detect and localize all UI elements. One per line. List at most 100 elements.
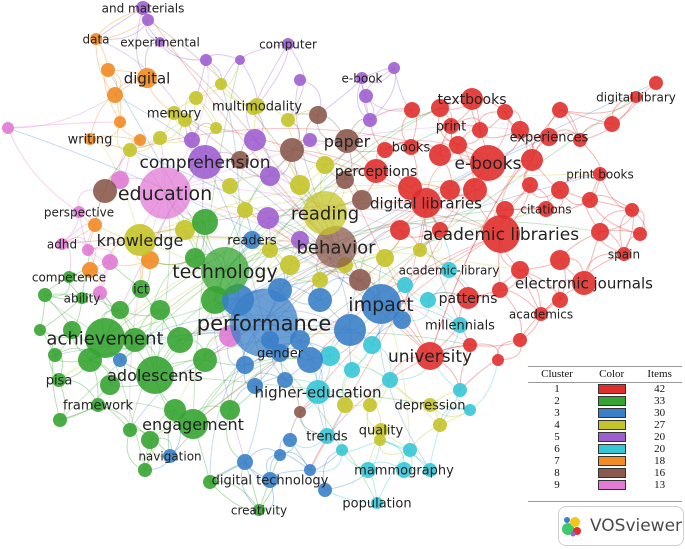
node-depression[interactable] <box>423 398 437 412</box>
term-label[interactable]: ict <box>133 283 149 298</box>
node-e-book[interactable] <box>356 72 368 84</box>
term-label[interactable]: electronic journals <box>515 274 653 292</box>
node-citations[interactable] <box>538 201 554 217</box>
node-multimodality[interactable] <box>249 98 265 114</box>
node-spain[interactable] <box>617 247 631 261</box>
term-label[interactable]: digital library <box>596 90 676 104</box>
term-label[interactable]: university <box>388 347 472 367</box>
term-label[interactable]: adhd <box>47 237 77 251</box>
term-label[interactable]: memory <box>147 107 202 122</box>
term-label[interactable]: millennials <box>425 319 495 334</box>
term-label[interactable]: and materials <box>102 1 185 15</box>
node-quality[interactable] <box>374 423 388 437</box>
node-technology[interactable] <box>201 247 249 295</box>
node-e-books[interactable] <box>470 145 506 181</box>
term-label[interactable]: academic libraries <box>423 225 579 245</box>
node-computer[interactable] <box>282 38 294 50</box>
node-academic-libraries[interactable] <box>482 215 520 253</box>
node-writing[interactable] <box>84 133 96 145</box>
node-ict[interactable] <box>132 280 150 298</box>
term-label[interactable]: academics <box>509 307 573 321</box>
term-label[interactable]: performance <box>197 312 332 336</box>
term-label[interactable]: paper <box>324 132 371 151</box>
node-and-materials[interactable] <box>136 1 150 15</box>
term-label[interactable]: engagement <box>142 415 244 434</box>
node-textbooks[interactable] <box>461 88 483 110</box>
node-creativity[interactable] <box>253 504 265 516</box>
term-label[interactable]: navigation <box>138 449 201 463</box>
node-education[interactable] <box>139 167 191 219</box>
term-label[interactable]: academic-library <box>399 263 500 277</box>
term-label[interactable]: data <box>82 32 109 46</box>
node-digital-technology[interactable] <box>262 472 278 488</box>
term-label[interactable]: depression <box>395 399 466 414</box>
node-trends[interactable] <box>319 428 335 444</box>
node-navigation[interactable] <box>163 449 177 463</box>
term-label[interactable]: quality <box>359 424 404 439</box>
node-adolescents[interactable] <box>136 356 174 394</box>
node-framework[interactable] <box>91 398 105 412</box>
term-label[interactable]: writing <box>68 133 113 148</box>
term-label[interactable]: knowledge <box>97 231 184 250</box>
term-label[interactable]: competence <box>32 270 106 284</box>
node-adhd[interactable] <box>56 238 68 250</box>
term-label[interactable]: perspective <box>44 205 114 219</box>
term-label[interactable]: creativity <box>231 503 287 517</box>
node-experiences[interactable] <box>540 128 558 146</box>
node-readers[interactable] <box>243 231 261 249</box>
term-label[interactable]: behavior <box>296 237 376 258</box>
term-label[interactable]: comprehension <box>140 153 271 173</box>
term-label[interactable]: textbooks <box>437 92 506 108</box>
node-academic-library[interactable] <box>441 262 457 278</box>
node-memory[interactable] <box>167 106 181 120</box>
term-label[interactable]: e-book <box>342 71 383 85</box>
node-books[interactable] <box>403 139 419 155</box>
node-achievement[interactable] <box>85 318 125 358</box>
node-ability[interactable] <box>76 292 88 304</box>
term-label[interactable]: mammography <box>354 464 454 479</box>
node-reading[interactable] <box>303 191 347 235</box>
term-label[interactable]: experimental <box>120 35 200 49</box>
term-label[interactable]: citations <box>520 202 571 216</box>
node-perspective[interactable] <box>73 206 85 218</box>
term-label[interactable]: multimodality <box>212 100 302 115</box>
node-behavior[interactable] <box>315 226 357 268</box>
node-impact[interactable] <box>361 284 401 324</box>
term-label[interactable]: achievement <box>46 328 163 349</box>
term-label[interactable]: print books <box>566 167 634 181</box>
node-higher-education[interactable] <box>306 380 330 404</box>
term-label[interactable]: digital <box>124 69 171 87</box>
node-print[interactable] <box>443 118 459 134</box>
node-academics[interactable] <box>534 307 548 321</box>
term-label[interactable]: technology <box>172 261 278 283</box>
term-label[interactable]: digital technology <box>212 474 329 489</box>
term-label[interactable]: pisa <box>46 374 73 389</box>
term-label[interactable]: impact <box>348 294 413 316</box>
term-label[interactable]: patterns <box>439 291 498 307</box>
node-knowledge[interactable] <box>124 224 156 256</box>
term-label[interactable]: spain <box>608 247 640 261</box>
node-digital[interactable] <box>137 68 157 88</box>
term-label[interactable]: experiences <box>510 131 589 146</box>
node-performance[interactable] <box>230 289 298 357</box>
node-millennials[interactable] <box>452 317 468 333</box>
node-print-books[interactable] <box>593 167 607 181</box>
term-label[interactable]: computer <box>259 37 317 51</box>
node-mammography[interactable] <box>396 462 412 478</box>
node-engagement[interactable] <box>178 409 208 439</box>
node-competence[interactable] <box>63 271 75 283</box>
term-label[interactable]: trends <box>306 430 348 445</box>
term-label[interactable]: reading <box>291 203 359 224</box>
node-population[interactable] <box>371 497 383 509</box>
term-label[interactable]: adolescents <box>107 366 203 385</box>
term-label[interactable]: population <box>342 497 411 512</box>
term-label[interactable]: e-books <box>455 154 522 174</box>
node-data[interactable] <box>90 33 102 45</box>
term-label[interactable]: ability <box>64 291 101 305</box>
node-comprehension[interactable] <box>188 145 222 179</box>
term-label[interactable]: higher-education <box>255 383 382 401</box>
node-university[interactable] <box>416 342 444 370</box>
node-digital-libraries[interactable] <box>411 188 441 218</box>
term-label[interactable]: books <box>392 141 431 156</box>
node-paper[interactable] <box>335 129 359 153</box>
